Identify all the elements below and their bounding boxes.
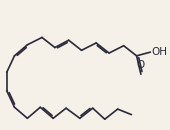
Text: OH: OH — [152, 47, 168, 57]
Text: O: O — [137, 60, 145, 70]
